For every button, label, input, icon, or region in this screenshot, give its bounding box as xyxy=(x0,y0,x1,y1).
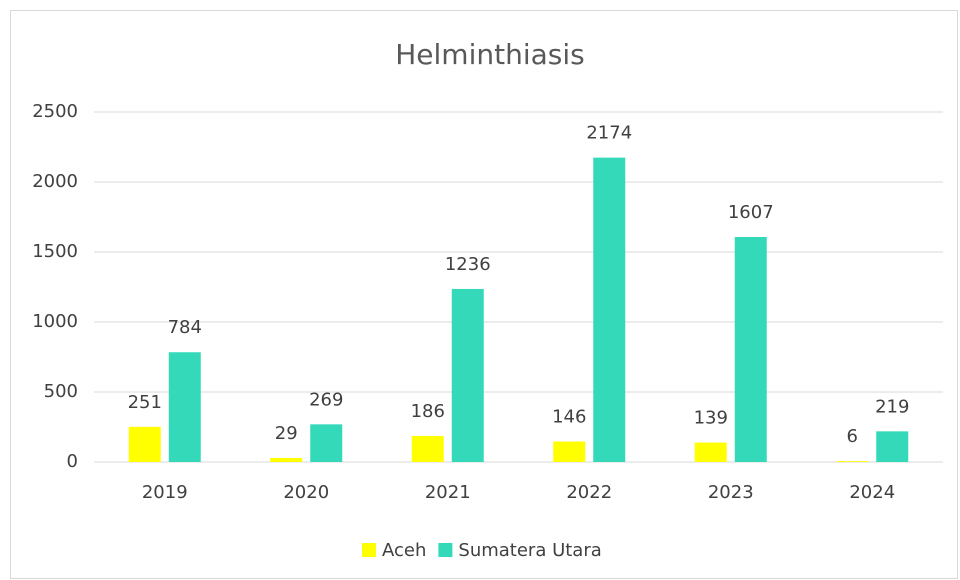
bar xyxy=(310,424,343,462)
data-label: 1607 xyxy=(728,202,774,223)
x-tick-label: 2019 xyxy=(142,482,188,503)
legend-swatch xyxy=(362,543,376,557)
data-label: 2174 xyxy=(586,123,632,144)
bar xyxy=(553,441,586,462)
bar xyxy=(876,431,909,462)
data-label: 139 xyxy=(694,408,728,429)
bar xyxy=(734,237,767,462)
x-tick-label: 2024 xyxy=(849,482,895,503)
bar xyxy=(451,288,484,462)
legend-swatch xyxy=(438,543,453,557)
chart-frame xyxy=(10,10,958,579)
legend-label: Sumatera Utara xyxy=(458,540,601,561)
bar xyxy=(168,352,201,462)
data-label: 219 xyxy=(875,396,909,417)
x-tick-label: 2022 xyxy=(566,482,612,503)
data-label: 186 xyxy=(411,401,445,422)
bar xyxy=(270,457,303,462)
x-tick-label: 2023 xyxy=(708,482,754,503)
y-tick-label: 2500 xyxy=(32,101,78,122)
data-label: 784 xyxy=(168,317,202,338)
y-tick-label: 500 xyxy=(44,381,78,402)
bar xyxy=(836,461,869,462)
chart-title: Helminthiasis xyxy=(395,38,584,71)
bar xyxy=(411,435,444,462)
data-label: 269 xyxy=(309,389,343,410)
data-label: 29 xyxy=(275,423,298,444)
bar xyxy=(128,426,161,462)
legend-label: Aceh xyxy=(382,540,426,561)
x-tick-label: 2021 xyxy=(425,482,471,503)
y-tick-label: 2000 xyxy=(32,171,78,192)
data-label: 6 xyxy=(847,426,858,447)
bar xyxy=(694,442,727,462)
x-tick-label: 2020 xyxy=(283,482,329,503)
y-tick-label: 1000 xyxy=(32,311,78,332)
bar xyxy=(593,157,626,462)
y-tick-label: 0 xyxy=(67,451,78,472)
y-tick-label: 1500 xyxy=(32,241,78,262)
data-label: 146 xyxy=(552,407,586,428)
data-label: 251 xyxy=(128,392,162,413)
data-label: 1236 xyxy=(445,254,491,275)
